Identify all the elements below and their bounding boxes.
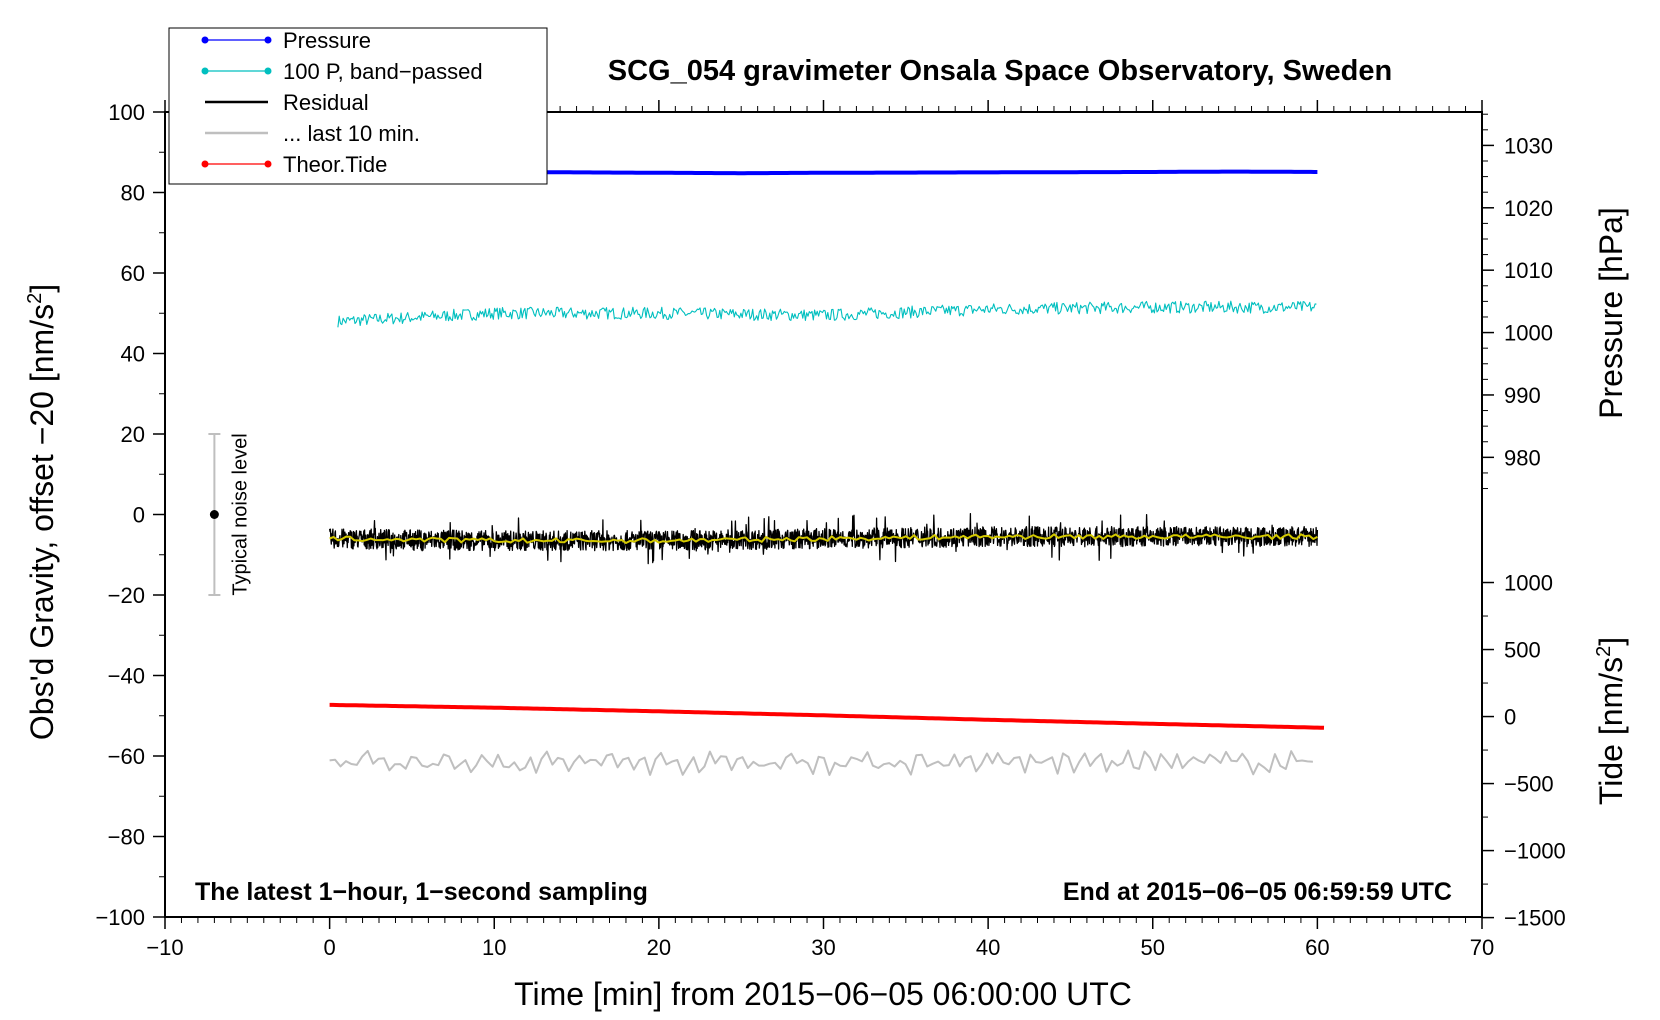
x-tick-label: 10 (482, 935, 506, 960)
legend-entry: Theor.Tide (201, 152, 387, 177)
x-tick-label: 40 (976, 935, 1000, 960)
annotation-left: The latest 1−hour, 1−second sampling (195, 878, 648, 906)
pressure-tick-label: 1000 (1504, 321, 1553, 346)
noise-bar-dot (209, 510, 219, 519)
pressure-axis-ticks: 980 990 1000 1010 1020 1030 (1482, 113, 1553, 490)
noise-bar-label: Typical noise level (229, 433, 251, 595)
series-bandpassed (337, 300, 1317, 328)
x-axis-ticks: −10 0 10 20 30 40 50 60 70 (146, 100, 1494, 960)
legend: Pressure 100 P, band−passed Residual ... la… (168, 27, 548, 185)
tide-tick-label: −500 (1504, 772, 1554, 797)
legend-marker (264, 36, 272, 44)
y-axis-title-tide: Tide [nm/s2] (1593, 637, 1629, 805)
legend-label: Theor.Tide (283, 152, 387, 177)
pressure-tick-label: 1020 (1504, 196, 1553, 221)
y-tick-label: −100 (95, 905, 145, 930)
y-tick-label: 100 (108, 100, 145, 125)
series-last-10-min (329, 749, 1313, 776)
annotation-right: End at 2015−06−05 06:59:59 UTC (1063, 878, 1452, 906)
pressure-tick-label: 1030 (1504, 133, 1553, 158)
legend-label: 100 P, band−passed (283, 59, 483, 84)
legend-box (168, 27, 548, 185)
pressure-tick-label: 1010 (1504, 258, 1553, 283)
tide-tick-label: 1000 (1504, 571, 1553, 596)
y-axis-title-main: Obs'd Gravity, offset −20 [nm/s2] (24, 284, 60, 740)
legend-entry: Pressure (201, 28, 371, 53)
tide-tick-label: −1500 (1504, 906, 1566, 931)
x-tick-label: 50 (1141, 935, 1165, 960)
y-axis-title-tide-tail: ] (1593, 637, 1629, 646)
legend-entry: 100 P, band−passed (201, 59, 483, 84)
x-tick-label: −10 (146, 935, 183, 960)
y-tick-label: 0 (133, 503, 145, 528)
legend-label: Residual (283, 90, 369, 115)
legend-entry: Residual (205, 90, 369, 115)
series-smoothed-residual (329, 533, 1318, 544)
legend-entries: Pressure 100 P, band−passed Residual ... la… (201, 28, 483, 177)
y-axis-title-main-text: Obs'd Gravity, offset −20 [nm/s (24, 304, 60, 740)
legend-marker (264, 160, 272, 168)
x-tick-label: 60 (1305, 935, 1329, 960)
y-axis-ticks: −100 −80 −60 −40 −20 0 20 40 60 80 100 (95, 100, 165, 930)
chart-title: SCG_054 gravimeter Onsala Space Observat… (608, 55, 1392, 87)
y-tick-label: 80 (121, 181, 145, 206)
y-tick-label: 20 (121, 422, 145, 447)
x-tick-label: 70 (1470, 935, 1494, 960)
legend-marker (264, 67, 272, 75)
legend-marker (201, 36, 209, 44)
pressure-tick-label: 980 (1504, 445, 1541, 470)
y-axis-title-main-tail: ] (24, 284, 60, 293)
y-axis-title-tide-sup: 2 (1593, 646, 1615, 657)
x-tick-label: 30 (811, 935, 835, 960)
series-theor-tide (329, 702, 1325, 730)
legend-marker (201, 160, 209, 168)
x-axis-title: Time [min] from 2015−06−05 06:00:00 UTC (514, 976, 1132, 1012)
noise-bar: Typical noise level (208, 433, 251, 596)
legend-entry: ... last 10 min. (205, 121, 420, 146)
y-tick-label: −40 (108, 664, 145, 689)
x-tick-label: 0 (324, 935, 336, 960)
y-axis-title-main-sup: 2 (24, 293, 46, 304)
pressure-tick-label: 990 (1504, 383, 1541, 408)
tide-axis-ticks: −1500 −1000 −500 0 500 1000 (1482, 571, 1566, 931)
legend-marker (201, 67, 209, 75)
x-tick-label: 20 (647, 935, 671, 960)
y-axis-title-pressure: Pressure [hPa] (1593, 207, 1629, 419)
legend-label: Pressure (283, 28, 371, 53)
y-tick-label: 40 (121, 342, 145, 367)
tide-tick-label: 500 (1504, 638, 1541, 663)
tide-tick-label: −1000 (1504, 839, 1566, 864)
y-axis-title-tide-text: Tide [nm/s (1593, 657, 1629, 805)
y-tick-label: −60 (108, 744, 145, 769)
y-tick-label: 60 (121, 261, 145, 286)
y-tick-label: −20 (108, 583, 145, 608)
y-tick-label: −80 (108, 825, 145, 850)
tide-tick-label: 0 (1504, 705, 1516, 730)
legend-label: ... last 10 min. (283, 121, 420, 146)
